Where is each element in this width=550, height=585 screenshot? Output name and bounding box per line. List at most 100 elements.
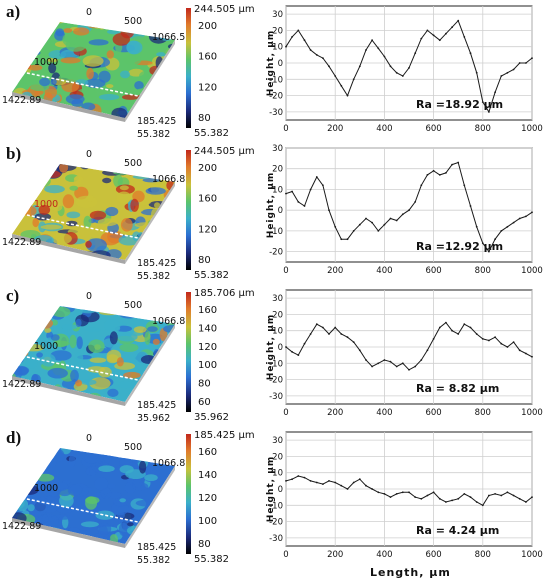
- data-point: [285, 346, 287, 348]
- surface-blotch: [85, 238, 107, 252]
- surface-blotch: [159, 210, 170, 221]
- x-tick-label: 0: [283, 266, 288, 276]
- surface-blotch: [98, 525, 108, 538]
- y-tick-label: 20: [272, 165, 283, 175]
- surface-blotch: [170, 239, 175, 251]
- surface-blotch: [119, 185, 129, 191]
- surface-blotch: [22, 174, 43, 186]
- panel-label: a): [6, 2, 21, 21]
- surface-blotch: [132, 250, 152, 258]
- data-point: [506, 225, 509, 228]
- data-point: [469, 205, 472, 207]
- x-tick-label: 0: [283, 124, 288, 134]
- surface-blotch: [111, 502, 129, 516]
- data-point: [500, 342, 503, 345]
- surface-blotch: [125, 170, 144, 176]
- surface-blotch: [85, 467, 96, 476]
- surface-blotch: [81, 102, 96, 111]
- surface-blotch: [151, 518, 170, 526]
- colorbar-tick: 80: [198, 255, 211, 266]
- surface-blotch: [69, 483, 89, 497]
- surface-blotch: [12, 354, 24, 365]
- surface-plot: 0 500 1066.82 1000 1422.89 185.425 35.962: [2, 291, 185, 424]
- surface-axis-label: 55.382: [137, 129, 170, 140]
- x-tick-label: 200: [327, 408, 343, 418]
- surface-blotch: [156, 52, 166, 57]
- surface-blotch: [38, 457, 57, 469]
- surface-blotch: [38, 204, 51, 215]
- surface-blotch: [83, 215, 92, 229]
- surface-blotch: [30, 177, 39, 189]
- surface-blotch: [164, 240, 175, 246]
- colorbar-min: 55.382: [194, 270, 229, 281]
- surface-blotch: [38, 318, 54, 329]
- surface-blotch: [106, 492, 122, 499]
- data-point: [389, 496, 392, 498]
- panel-label: b): [6, 144, 22, 163]
- data-point: [432, 491, 435, 494]
- data-point: [383, 493, 386, 495]
- colorbar-tick: 160: [198, 305, 217, 316]
- data-point: [328, 480, 330, 482]
- panel-a: a)05001066.5210001422.89185.42555.382244…: [0, 0, 550, 142]
- surface-blotch: [80, 521, 99, 528]
- surface-blotch: [119, 498, 126, 503]
- y-axis-label: Height, μm: [266, 314, 276, 380]
- surface-blotch: [150, 370, 172, 385]
- surface-blotch: [157, 352, 175, 359]
- surface-blotch: [118, 522, 128, 536]
- surface-blotch: [112, 325, 121, 332]
- surface-blotch: [12, 337, 19, 351]
- surface-blotch: [108, 22, 117, 27]
- data-point: [525, 352, 527, 355]
- surface-blotch: [50, 78, 57, 85]
- data-point: [395, 493, 398, 495]
- surface-blotch: [97, 22, 107, 30]
- colorbar-gradient: [186, 150, 191, 270]
- data-point: [488, 111, 490, 113]
- surface-blotch: [29, 22, 51, 28]
- data-point: [475, 225, 478, 228]
- surface-blotch: [88, 339, 105, 353]
- data-point: [420, 359, 423, 361]
- surface-blotch: [160, 62, 174, 68]
- data-point: [303, 205, 306, 207]
- data-point: [457, 161, 460, 164]
- surface-blotch: [152, 338, 160, 345]
- colorbar-tick: 200: [198, 163, 217, 174]
- surface-edge: [12, 92, 125, 122]
- surface-blotch: [33, 30, 44, 40]
- data-point: [383, 359, 386, 361]
- surface-blotch: [170, 198, 175, 211]
- surface-blotch: [86, 67, 94, 80]
- data-point: [291, 478, 293, 481]
- data-point: [451, 163, 453, 166]
- data-point: [525, 215, 527, 218]
- surface-blotch: [12, 179, 19, 190]
- data-point: [494, 91, 496, 94]
- data-point: [334, 75, 337, 77]
- surface-blotch: [18, 170, 38, 181]
- colorbar: 244.505 μm 200 160 120 80 55.382: [186, 4, 255, 139]
- surface-blotch: [127, 522, 134, 527]
- data-point: [445, 501, 447, 503]
- surface-blotch: [74, 352, 84, 363]
- surface-blotch: [66, 211, 81, 219]
- y-tick-label: 30: [272, 436, 283, 446]
- data-point: [432, 34, 435, 37]
- surface-blotch: [166, 520, 175, 533]
- colorbar-gradient: [186, 292, 191, 412]
- surface-blotch: [102, 448, 117, 459]
- surface-blotch: [17, 484, 29, 491]
- colorbar-tick: 100: [198, 360, 217, 371]
- data-point: [352, 341, 355, 343]
- surface-blotch: [47, 58, 59, 63]
- surface-blotch: [32, 174, 42, 180]
- y-tick-label: 20: [272, 26, 283, 36]
- surface-blotch: [154, 71, 173, 80]
- ra-annotation: Ra =18.92 μm: [416, 98, 503, 111]
- data-point: [340, 84, 343, 87]
- surface-blotch: [145, 187, 166, 195]
- panel-b: b)05001066.8210001422.89185.42555.382244…: [0, 142, 550, 284]
- x-axis-label: Length, μm: [370, 566, 451, 579]
